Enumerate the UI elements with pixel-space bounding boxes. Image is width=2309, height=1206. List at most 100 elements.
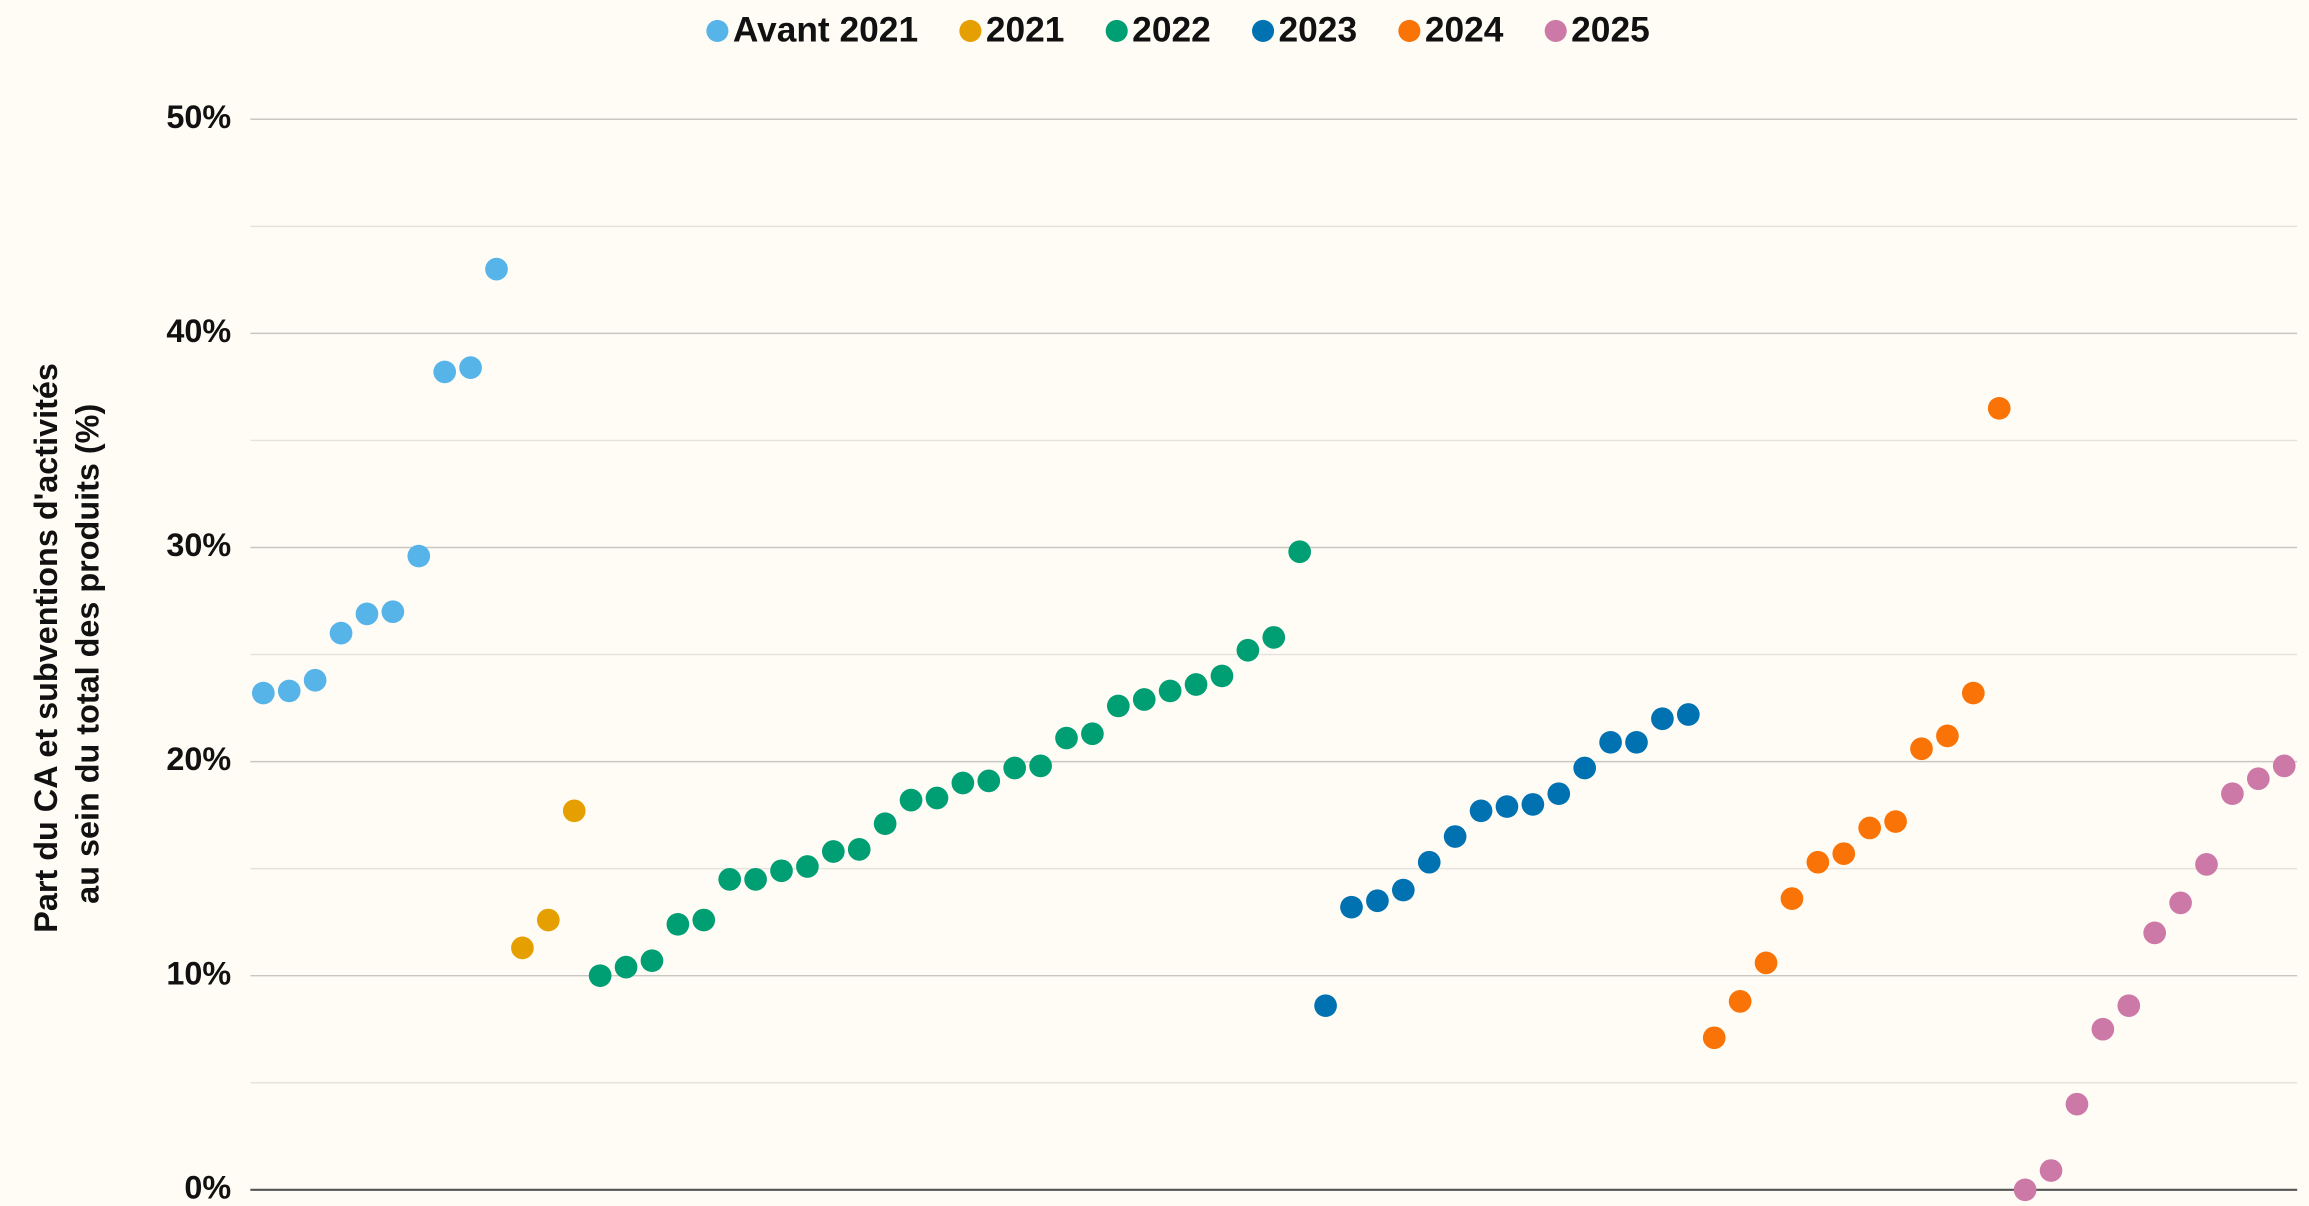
data-point (329, 621, 353, 645)
data-point (2169, 891, 2192, 915)
data-point (951, 771, 975, 795)
legend-marker (1105, 19, 1128, 42)
y-axis-label: au sein du total des produits (%) (69, 404, 105, 904)
data-point (1210, 664, 1234, 688)
data-point (2272, 754, 2296, 778)
legend-label: Avant 2021 (733, 11, 918, 50)
data-point (2195, 853, 2218, 876)
data-point (692, 908, 716, 932)
data-point (770, 859, 793, 883)
data-point (2221, 782, 2244, 806)
data-point (1754, 951, 1778, 975)
data-point (1961, 681, 1985, 705)
data-point (1987, 396, 2011, 420)
data-point (1573, 756, 1597, 780)
legend-label: 2024 (1425, 11, 1504, 50)
data-point (277, 679, 301, 703)
y-tick-label: 40% (166, 313, 231, 349)
data-point (977, 769, 1001, 793)
data-point (821, 840, 845, 863)
data-point (355, 602, 379, 626)
y-tick-label: 30% (166, 527, 231, 563)
legend-marker (959, 19, 982, 42)
data-point (640, 949, 664, 973)
data-point (251, 681, 275, 705)
data-point (1262, 626, 1286, 649)
data-point (1521, 793, 1545, 816)
data-point (925, 786, 949, 810)
data-point (1366, 889, 1389, 913)
data-point (1910, 737, 1933, 761)
data-point (1158, 679, 1182, 703)
legend-label: 2022 (1132, 11, 1211, 50)
data-point (2039, 1159, 2063, 1182)
data-point (1184, 673, 1208, 696)
y-tick-label: 0% (184, 1169, 231, 1205)
y-tick-label: 10% (166, 955, 231, 991)
data-point (614, 955, 638, 979)
data-point (1132, 688, 1156, 711)
data-point (381, 600, 405, 624)
data-point (1858, 816, 1882, 840)
data-point (899, 788, 923, 812)
data-point (588, 964, 612, 988)
data-point (1495, 795, 1519, 818)
data-point (1625, 730, 1648, 754)
y-tick-label: 20% (166, 741, 231, 777)
data-point (718, 868, 742, 891)
data-point (847, 838, 871, 861)
data-point (2091, 1017, 2115, 1041)
data-point (796, 855, 819, 878)
legend-label: 2023 (1279, 11, 1358, 50)
legend-marker (1398, 19, 1421, 42)
y-tick-label: 50% (166, 99, 231, 135)
data-point (1936, 724, 1959, 748)
data-point (2065, 1092, 2089, 1116)
data-point (2143, 921, 2167, 945)
data-point (744, 868, 767, 891)
data-point (1055, 726, 1078, 750)
data-point (562, 799, 586, 823)
data-point (1029, 754, 1052, 778)
legend-marker (1252, 19, 1275, 42)
data-point (1340, 895, 1363, 919)
data-point (1391, 878, 1415, 902)
data-point (1728, 990, 1752, 1013)
legend-marker (706, 19, 729, 42)
data-point (1236, 638, 1260, 662)
y-axis-label: Part du CA et subventions d'activités (28, 363, 64, 933)
data-point (1443, 825, 1467, 848)
data-point (303, 668, 327, 692)
data-point (1547, 782, 1571, 806)
data-point (1003, 756, 1027, 780)
data-point (1676, 703, 1700, 726)
data-point (1081, 722, 1104, 746)
data-point (1806, 850, 1830, 874)
data-point (485, 257, 508, 281)
legend-marker (1544, 19, 1567, 42)
data-point (1469, 799, 1493, 823)
legend-label: 2025 (1571, 11, 1650, 50)
data-point (433, 360, 457, 384)
data-point (1314, 994, 1337, 1018)
legend-label: 2021 (986, 11, 1065, 50)
data-point (873, 812, 897, 836)
data-point (459, 356, 482, 379)
data-point (511, 936, 534, 960)
data-point (1417, 850, 1441, 874)
data-point (1702, 1026, 1726, 1050)
data-point (1884, 810, 1907, 833)
data-point (407, 544, 431, 568)
data-point (1599, 730, 1622, 754)
data-point (2117, 994, 2141, 1018)
data-point (1651, 707, 1674, 731)
data-point (1780, 887, 1804, 910)
data-point (2246, 767, 2270, 791)
data-point (1288, 540, 1312, 564)
data-point (536, 908, 560, 932)
data-point (666, 912, 690, 936)
data-point (2013, 1178, 2037, 1202)
data-point (1832, 842, 1856, 865)
